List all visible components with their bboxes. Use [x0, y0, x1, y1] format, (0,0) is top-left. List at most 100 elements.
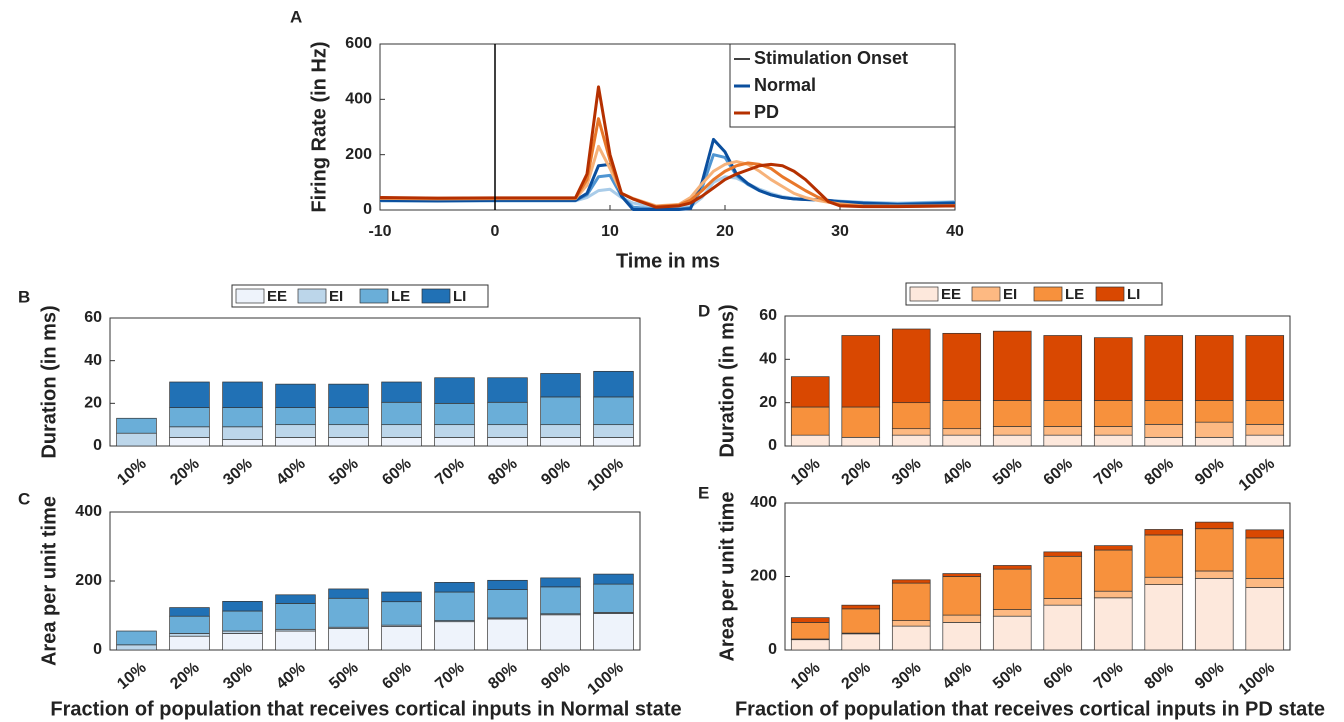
x-tick-label: 60%: [379, 455, 414, 489]
bar-segment: [328, 437, 369, 447]
bar-segment: [1194, 521, 1234, 530]
x-tick-label: 10: [601, 223, 619, 240]
x-tick-label: 60%: [1041, 659, 1076, 693]
x-tick-label: 80%: [1142, 659, 1177, 693]
bar-segment: [1194, 528, 1234, 572]
bar-segment: [222, 630, 263, 634]
bar-segment: [434, 424, 475, 438]
bar-segment: [1194, 421, 1234, 438]
y-tick-label: 20: [84, 395, 102, 412]
bar-segment: [841, 604, 881, 610]
bar-segment: [841, 633, 881, 651]
y-tick-label: 0: [363, 201, 372, 218]
x-tick-label: 70%: [432, 455, 467, 489]
bar-segment: [540, 396, 581, 426]
bar-segment: [1093, 434, 1133, 447]
x-tick-label: 20%: [839, 455, 874, 489]
bar-segment: [222, 610, 263, 632]
bar-segment: [942, 573, 982, 577]
bar-segment: [593, 424, 634, 438]
bar-segment: [1093, 597, 1133, 651]
bar-segment: [1093, 337, 1133, 401]
bar-segment: [992, 426, 1032, 436]
x-tick-label: 30%: [889, 659, 924, 693]
x-tick-label: 40%: [273, 455, 308, 489]
bar-segment: [275, 603, 316, 630]
legend-label: LE: [1065, 286, 1084, 303]
bar-segment: [169, 635, 210, 651]
bar-segment: [169, 633, 210, 637]
y-tick-label: 40: [84, 352, 102, 369]
x-tick-label: 0: [491, 223, 500, 240]
bar-segment: [1245, 577, 1285, 588]
bar-segment: [1093, 545, 1133, 551]
bar-segment: [275, 407, 316, 426]
bar-segment: [790, 406, 830, 436]
bar-segment: [891, 579, 931, 584]
rate-line: [379, 144, 956, 208]
x-tick-label: 80%: [485, 659, 520, 693]
bar-segment: [593, 437, 634, 447]
legend-label: Stimulation Onset: [754, 48, 908, 68]
bar-segment: [593, 573, 634, 585]
bar-segment: [1245, 587, 1285, 651]
x-tick-label: 30: [831, 223, 849, 240]
x-tick-label: 90%: [1192, 659, 1227, 693]
bar-segment: [1043, 335, 1083, 401]
y-tick-label: 400: [75, 503, 102, 520]
bar-segment: [222, 633, 263, 651]
x-tick-label: 40%: [940, 455, 975, 489]
bar-segment: [1245, 434, 1285, 447]
bar-segment: [1144, 534, 1184, 578]
bar-segment: [1194, 570, 1234, 579]
x-tick-label: 70%: [1091, 455, 1126, 489]
rate-line: [379, 85, 956, 209]
x-axis-label: Time in ms: [616, 250, 720, 272]
x-tick-label: 50%: [326, 659, 361, 693]
x-tick-label: 40%: [940, 659, 975, 693]
y-tick-label: 200: [345, 146, 372, 163]
y-tick-label: 40: [759, 351, 777, 368]
x-tick-label: 10%: [114, 455, 149, 489]
x-tick-label: 40%: [273, 659, 308, 693]
bar-segment: [1043, 426, 1083, 436]
x-tick-label: 80%: [1142, 455, 1177, 489]
y-tick-label: 200: [75, 572, 102, 589]
bar-segment: [1043, 555, 1083, 599]
bar-segment: [1194, 436, 1234, 447]
bar-segment: [381, 401, 422, 426]
legend-swatch: [359, 288, 389, 304]
x-tick-label: 10%: [788, 455, 823, 489]
bar-segment: [992, 330, 1032, 401]
bar-segment: [328, 407, 369, 426]
x-tick-label: 30%: [220, 455, 255, 489]
y-axis-label: Duration (in ms): [38, 305, 60, 458]
bar-segment: [1093, 426, 1133, 436]
bar-segment: [891, 428, 931, 436]
bar-segment: [593, 396, 634, 426]
legend-label: EI: [329, 288, 343, 305]
y-tick-label: 60: [84, 309, 102, 326]
bar-segment: [1043, 400, 1083, 427]
bar-segment: [328, 588, 369, 599]
bar-segment: [434, 582, 475, 593]
panel-letter: E: [698, 483, 709, 502]
bar-segment: [434, 591, 475, 622]
bar-segment: [841, 406, 881, 438]
bar-segment: [487, 377, 528, 403]
bar-segment: [992, 568, 1032, 610]
bar-segment: [1245, 537, 1285, 579]
y-tick-label: 0: [768, 641, 777, 658]
x-tick-label: 20%: [167, 659, 202, 693]
bar-segment: [275, 424, 316, 438]
legend-box: [729, 43, 956, 128]
bar-segment: [1194, 577, 1234, 651]
y-tick-label: 200: [750, 568, 777, 585]
bar-segment: [540, 614, 581, 651]
bar-segment: [942, 428, 982, 436]
bar-segment: [328, 628, 369, 651]
bar-segment: [487, 579, 528, 590]
bar-segment: [381, 424, 422, 438]
x-tick-label: -10: [368, 223, 391, 240]
